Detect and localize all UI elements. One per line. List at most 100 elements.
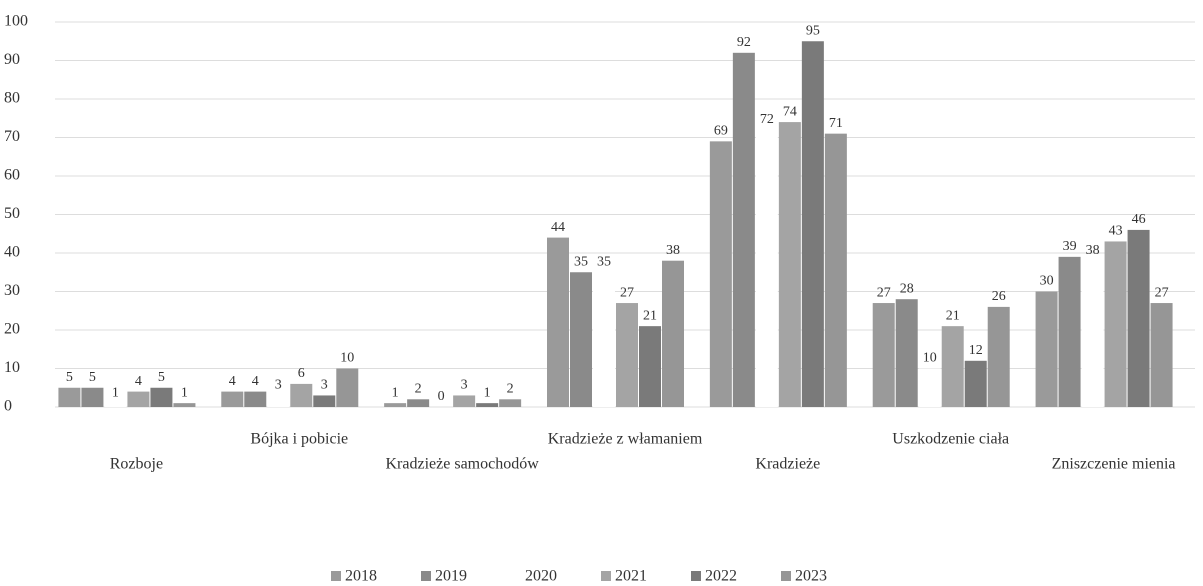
y-tick-label: 50 — [4, 205, 20, 222]
value-label: 35 — [597, 254, 611, 269]
value-label: 43 — [1109, 224, 1123, 239]
y-tick-label: 30 — [4, 282, 20, 299]
bar — [336, 368, 359, 407]
value-label: 39 — [1063, 239, 1077, 254]
value-label: 2 — [415, 382, 422, 397]
bar — [662, 260, 684, 407]
bar — [616, 303, 638, 407]
y-tick-label: 90 — [4, 51, 20, 68]
x-tick-label: Kradzieże z włamaniem — [548, 431, 703, 448]
value-label: 10 — [340, 351, 354, 366]
bar — [499, 399, 522, 407]
value-label: 27 — [877, 285, 891, 300]
value-label: 38 — [666, 243, 680, 258]
bar — [732, 52, 755, 408]
value-label: 46 — [1132, 212, 1146, 227]
legend-swatch — [691, 571, 701, 581]
bar — [267, 395, 290, 407]
legend-swatch — [421, 571, 431, 581]
bar — [801, 41, 824, 407]
bar — [127, 391, 150, 407]
bar — [1104, 241, 1127, 407]
bar — [1058, 256, 1081, 407]
bar — [895, 299, 918, 407]
bar — [290, 383, 313, 407]
legend-label: 2021 — [615, 568, 647, 585]
bar — [1081, 260, 1104, 407]
value-label: 44 — [551, 220, 565, 235]
value-label: 1 — [392, 385, 399, 400]
bar — [941, 326, 964, 407]
value-label: 1 — [181, 385, 188, 400]
value-label: 71 — [829, 116, 843, 131]
value-label: 5 — [158, 370, 165, 385]
bar — [778, 122, 801, 407]
value-label: 92 — [737, 35, 751, 50]
y-tick-label: 60 — [4, 167, 20, 184]
bar — [81, 387, 104, 407]
value-label: 38 — [1086, 243, 1100, 258]
y-tick-label: 40 — [4, 244, 20, 261]
value-label: 30 — [1040, 274, 1054, 289]
value-label: 4 — [252, 374, 259, 389]
bar — [570, 272, 592, 407]
value-label: 26 — [992, 289, 1006, 304]
bar — [918, 368, 941, 407]
value-label: 69 — [714, 124, 728, 139]
value-label: 2 — [507, 382, 514, 397]
value-label: 95 — [806, 23, 820, 38]
bar — [313, 395, 336, 407]
value-label: 21 — [643, 308, 657, 323]
value-label: 6 — [298, 366, 305, 381]
value-label: 0 — [438, 389, 445, 404]
legend-swatch — [511, 571, 521, 581]
bar — [244, 391, 267, 407]
bar — [384, 403, 407, 407]
bar — [755, 129, 778, 408]
x-tick-label: Kradzieże — [755, 456, 820, 473]
value-label: 27 — [620, 285, 634, 300]
value-label: 12 — [969, 343, 983, 358]
x-tick-label: Kradzieże samochodów — [386, 456, 540, 473]
bar — [58, 387, 81, 407]
bar — [1127, 229, 1150, 407]
bar — [476, 403, 499, 407]
value-label: 74 — [783, 104, 797, 119]
bar — [964, 360, 987, 407]
legend-swatch — [331, 571, 341, 581]
bar — [987, 306, 1010, 407]
legend-swatch — [781, 571, 791, 581]
bar — [872, 303, 895, 407]
value-label: 5 — [66, 370, 73, 385]
value-label: 28 — [900, 281, 914, 296]
value-label: 3 — [321, 378, 328, 393]
bar — [547, 237, 569, 407]
x-tick-label: Rozboje — [110, 456, 163, 473]
y-tick-label: 20 — [4, 321, 20, 338]
bar — [407, 399, 430, 407]
legend-swatch — [601, 571, 611, 581]
value-label: 10 — [923, 351, 937, 366]
legend-label: 2022 — [705, 568, 737, 585]
value-label: 5 — [89, 370, 96, 385]
value-label: 21 — [946, 308, 960, 323]
value-label: 4 — [229, 374, 236, 389]
value-label: 72 — [760, 112, 774, 127]
bar — [593, 272, 615, 407]
bar — [150, 387, 173, 407]
value-label: 3 — [461, 378, 468, 393]
value-label: 3 — [275, 378, 282, 393]
bar — [824, 133, 847, 407]
bar — [221, 391, 244, 407]
y-tick-label: 80 — [4, 90, 20, 107]
bar — [453, 395, 476, 407]
x-tick-label: Uszkodzenie ciała — [892, 431, 1009, 448]
bar — [104, 403, 127, 407]
y-tick-label: 70 — [4, 128, 20, 145]
y-tick-label: 0 — [4, 398, 12, 415]
y-tick-label: 100 — [4, 13, 28, 30]
legend-label: 2019 — [435, 568, 467, 585]
bar — [1035, 291, 1058, 407]
legend-label: 2023 — [795, 568, 827, 585]
